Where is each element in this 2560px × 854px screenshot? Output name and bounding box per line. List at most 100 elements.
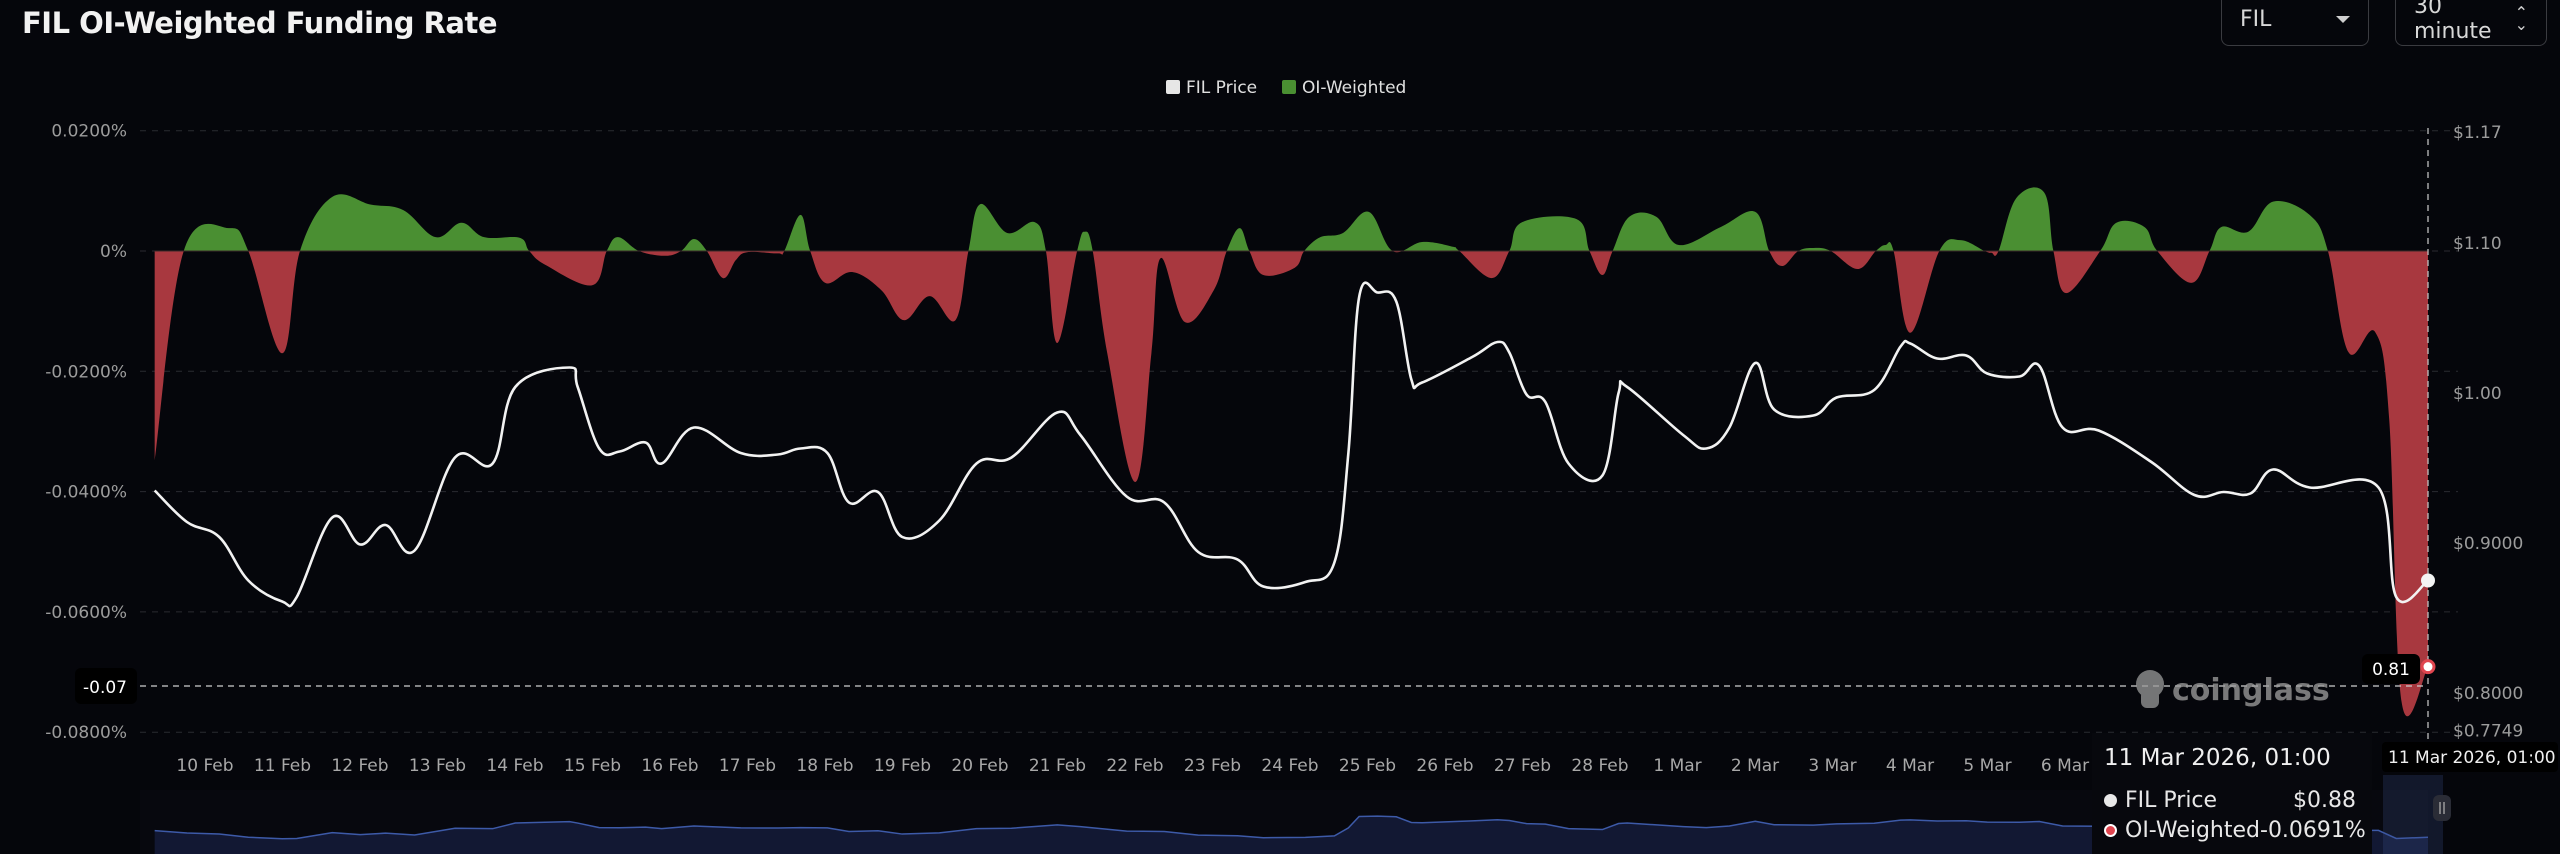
- price-point: [359, 544, 361, 546]
- funding-point: [1213, 289, 1215, 291]
- price-point: [1333, 562, 1335, 564]
- x-tick-label: 14 Feb: [486, 756, 543, 776]
- funding-point: [1491, 277, 1493, 279]
- price-point: [1754, 362, 1756, 364]
- funding-point: [2309, 214, 2311, 216]
- price-point: [1705, 448, 1707, 450]
- funding-point: [1830, 250, 1832, 252]
- price-point: [1682, 434, 1684, 436]
- price-point: [1873, 389, 1875, 391]
- y-right-tick-label: $1.00: [2453, 384, 2502, 404]
- funding-point: [370, 204, 372, 206]
- funding-point: [331, 196, 333, 198]
- interval-select[interactable]: 30 minute ⌃ ⌄: [2395, 0, 2547, 46]
- price-point: [1728, 427, 1730, 429]
- funding-point: [1056, 342, 1058, 344]
- interval-select-value: 30 minute: [2414, 0, 2492, 44]
- funding-point: [1184, 321, 1186, 323]
- funding-point: [2190, 282, 2192, 284]
- funding-point: [809, 250, 811, 252]
- funding-point: [2347, 351, 2349, 353]
- x-tick-label: 20 Feb: [951, 756, 1008, 776]
- tooltip-row-price: FIL Price $0.88: [2104, 785, 2356, 815]
- funding-point: [664, 255, 666, 257]
- tooltip-label: OI-Weighted: [2125, 817, 2260, 843]
- funding-point: [1812, 247, 1814, 249]
- x-tick-label: 21 Feb: [1029, 756, 1086, 776]
- series-layer: [153, 187, 2429, 717]
- funding-point: [617, 236, 619, 238]
- navigator[interactable]: [140, 775, 2451, 854]
- funding-point: [2115, 222, 2117, 224]
- chart-legend: FIL Price OI-Weighted: [1166, 78, 1406, 98]
- x-tick-label: 6 Mar: [2041, 756, 2089, 776]
- funding-point: [979, 203, 981, 205]
- price-point: [331, 517, 333, 519]
- up-down-chevron-icon: ⌃ ⌄: [2514, 3, 2528, 34]
- price-point: [2062, 427, 2064, 429]
- funding-point: [1576, 218, 1578, 220]
- price-marker: [2421, 573, 2435, 588]
- legend-item-label[interactable]: OI-Weighted: [1302, 78, 1406, 98]
- funding-point: [2099, 250, 2101, 252]
- price-point: [2193, 494, 2195, 496]
- x-tick-label: 16 Feb: [641, 756, 698, 776]
- funding-point: [460, 222, 462, 224]
- funding-point: [800, 214, 802, 216]
- price-point: [2309, 487, 2311, 489]
- crosshair-left-label-box: [75, 668, 137, 704]
- funding-point: [606, 250, 608, 252]
- price-point: [1812, 415, 1814, 417]
- funding-point: [1655, 216, 1657, 218]
- navigator-handle[interactable]: [2433, 795, 2451, 821]
- funding-point: [1768, 250, 1770, 252]
- x-tick-label: 3 Mar: [1808, 756, 1856, 776]
- price-point: [693, 427, 695, 429]
- price-point: [1376, 292, 1378, 294]
- funding-point: [1076, 250, 1078, 252]
- legend-item-label[interactable]: FIL Price: [1186, 78, 1257, 98]
- funding-point: [1084, 231, 1086, 233]
- x-tick-label: 23 Feb: [1184, 756, 1241, 776]
- page-title: FIL OI-Weighted Funding Rate: [22, 6, 498, 40]
- price-point: [619, 451, 621, 453]
- funding-point: [1601, 274, 1603, 276]
- funding-point: [2247, 231, 2249, 233]
- funding-point: [777, 252, 779, 254]
- price-point: [2272, 469, 2274, 471]
- funding-point: [1998, 250, 2000, 252]
- funding-point: [735, 259, 737, 261]
- funding-point: [1885, 244, 1887, 246]
- tooltip: 11 Mar 2026, 01:00 FIL Price $0.88 OI-We…: [2092, 733, 2372, 854]
- price-point: [2222, 491, 2224, 493]
- funding-point: [1588, 250, 1590, 252]
- price-point: [1909, 343, 1911, 345]
- x-tick-label: 13 Feb: [409, 756, 466, 776]
- funding-point: [1294, 267, 1296, 269]
- x-tick-label: 17 Feb: [719, 756, 776, 776]
- y-right-tick-label: $1.10: [2453, 234, 2502, 254]
- price-point: [514, 386, 516, 388]
- price-point: [975, 463, 977, 465]
- funding-point: [1628, 216, 1630, 218]
- symbol-select[interactable]: FIL: [2221, 0, 2369, 46]
- funding-point: [299, 250, 301, 252]
- funding-point: [2220, 226, 2222, 228]
- x-tick-label: 18 Feb: [796, 756, 853, 776]
- funding-point: [880, 289, 882, 291]
- price-point: [800, 448, 802, 450]
- x-tick-label: 2 Mar: [1731, 756, 1779, 776]
- funding-point: [1226, 250, 1228, 252]
- tooltip-row-funding: OI-Weighted -0.0691%: [2104, 815, 2366, 845]
- funding-point: [851, 271, 853, 273]
- tooltip-value: $0.88: [2293, 787, 2356, 813]
- watermark-text: coinglass: [2172, 673, 2330, 708]
- funding-point: [2015, 197, 2017, 199]
- tooltip-label: FIL Price: [2125, 787, 2218, 813]
- funding-point: [1045, 250, 1047, 252]
- x-tick-label: 22 Feb: [1106, 756, 1163, 776]
- funding-point: [1938, 250, 1940, 252]
- price-point: [577, 386, 579, 388]
- price-point: [1601, 475, 1603, 477]
